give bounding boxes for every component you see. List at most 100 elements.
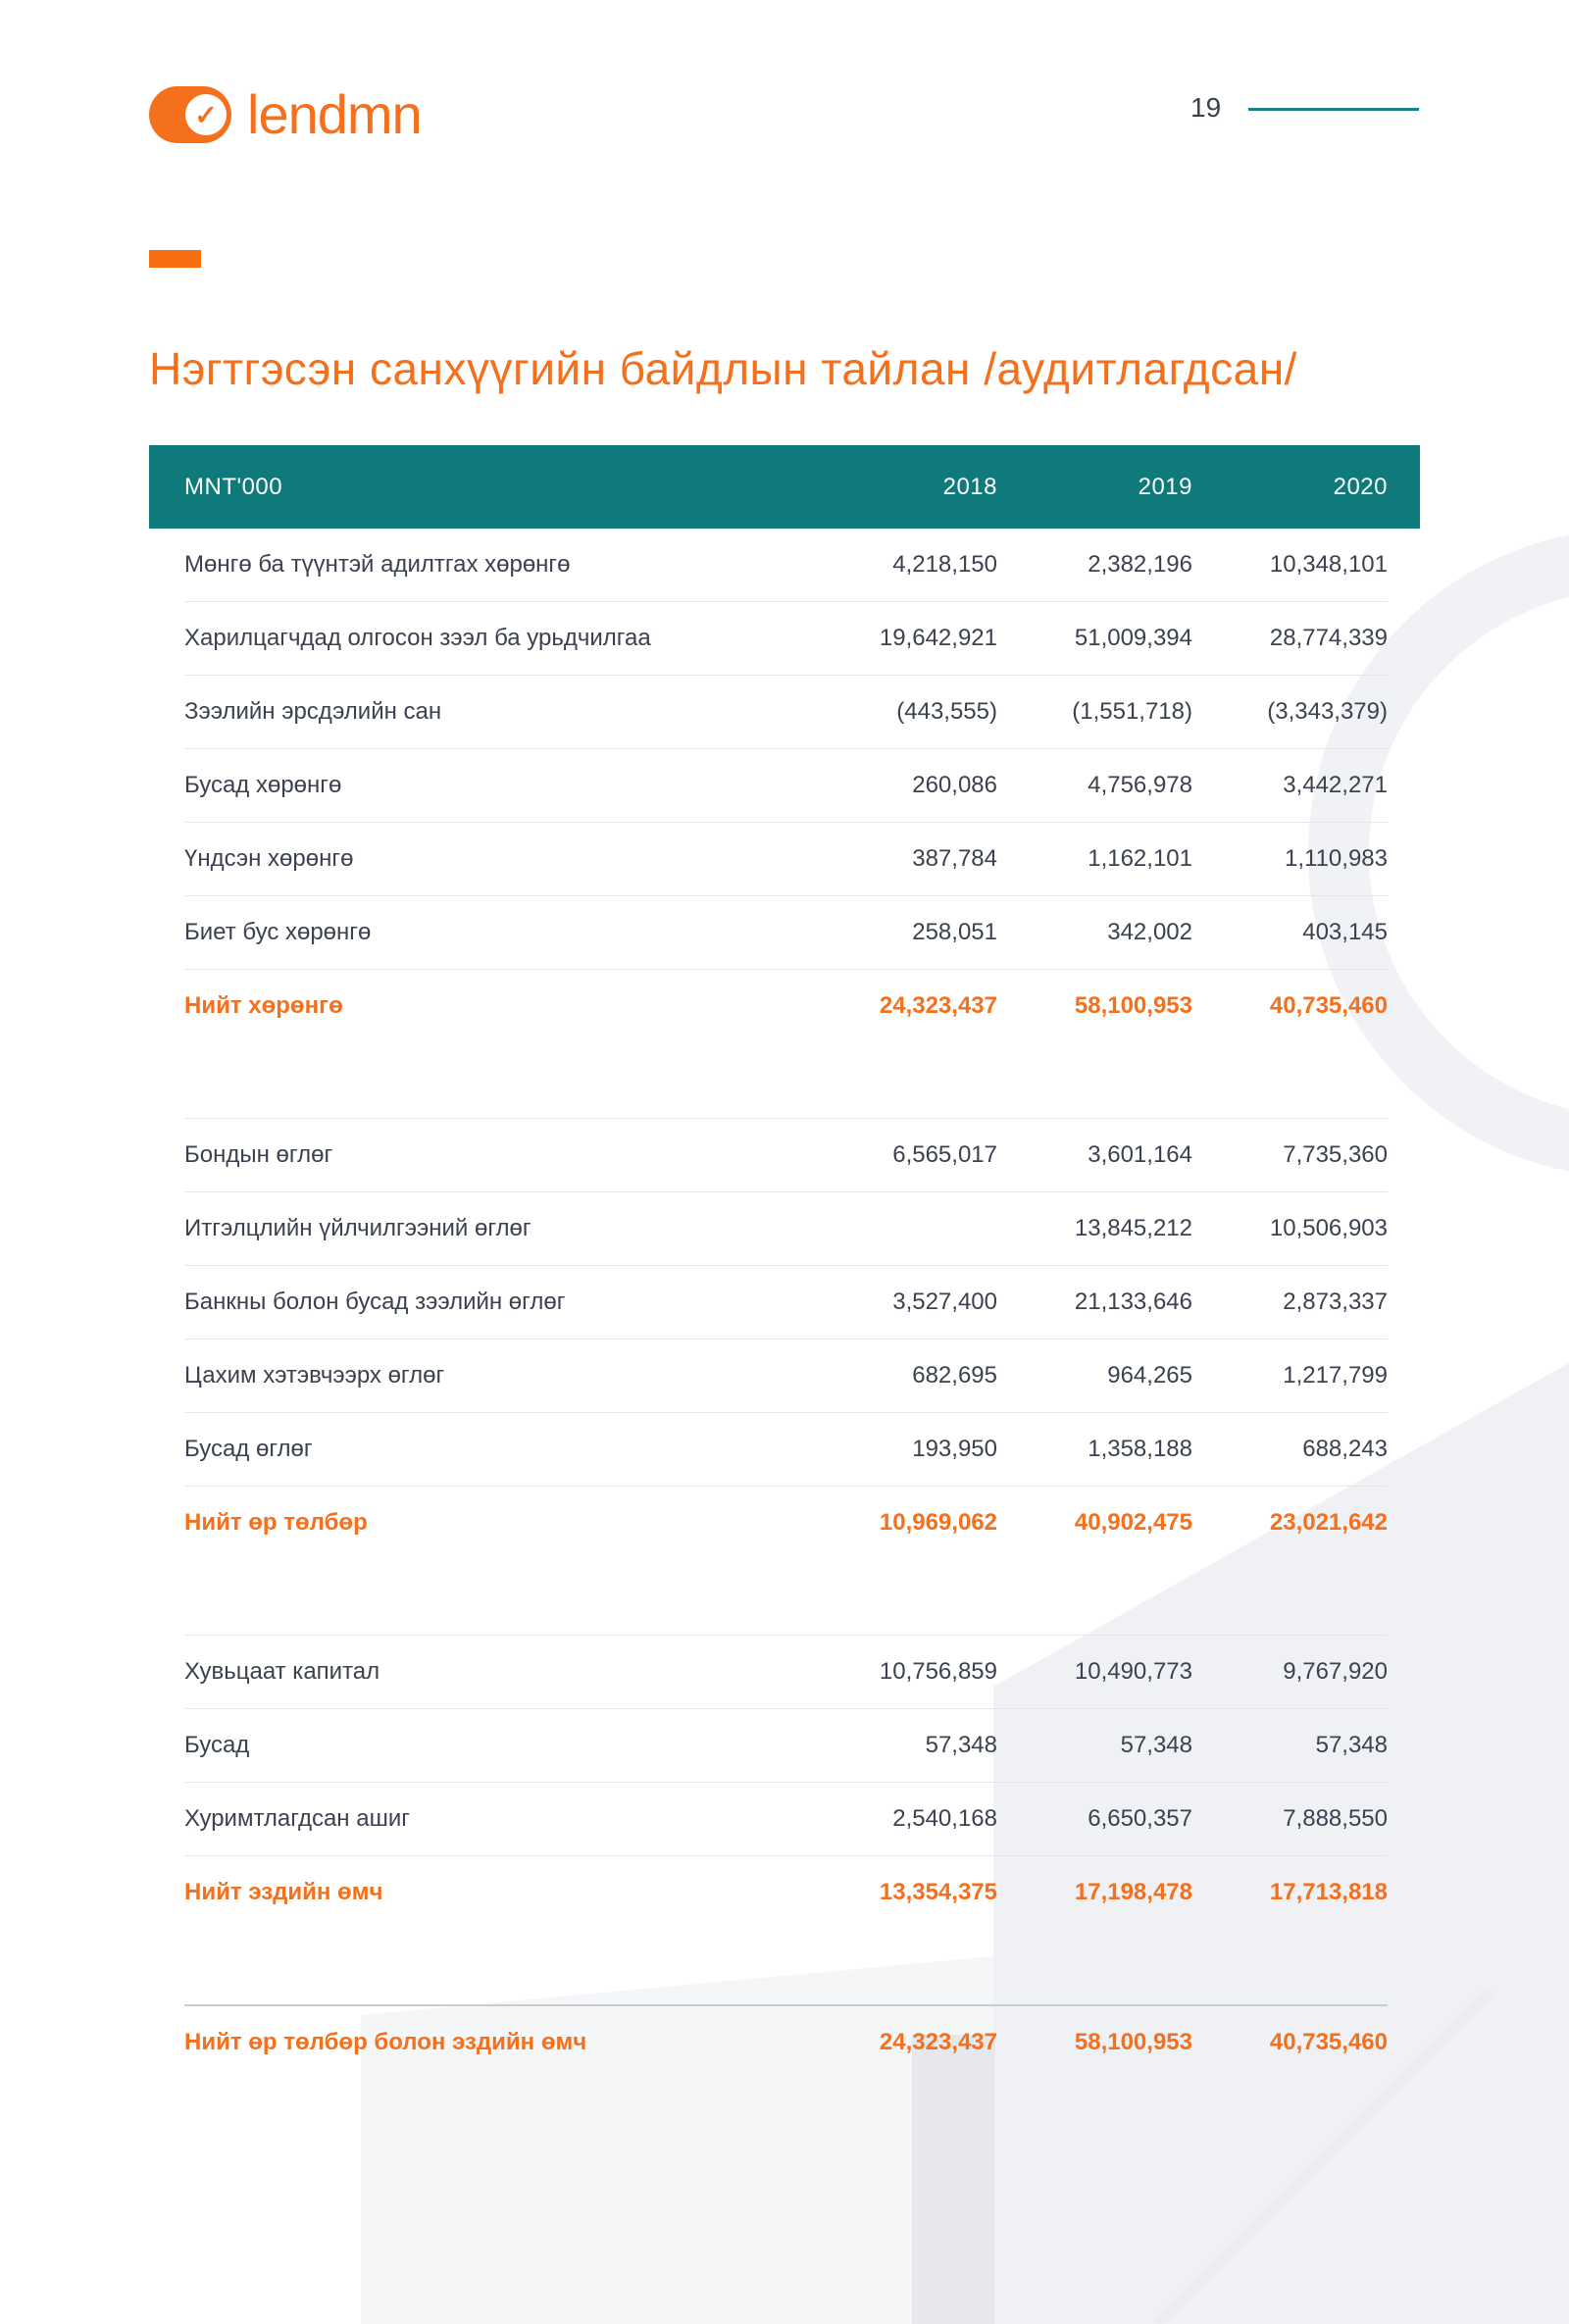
- table-row: Үндсэн хөрөнгө 387,784 1,162,101 1,110,9…: [184, 823, 1388, 896]
- table-row: Итгэлцлийн үйлчилгээний өглөг 13,845,212…: [184, 1192, 1388, 1266]
- row-value-2020: 10,348,101: [1269, 551, 1388, 578]
- table-row: Зээлийн эрсдэлийн сан (443,555) (1,551,7…: [184, 676, 1388, 749]
- table-row: Бусад хөрөнгө 260,086 4,756,978 3,442,27…: [184, 749, 1388, 823]
- year-column-2019: 2019: [1138, 473, 1192, 500]
- total-label: Нийт хөрөнгө: [184, 992, 343, 1019]
- row-value-2019: 1,162,101: [1088, 845, 1192, 872]
- row-value-2019: 57,348: [1120, 1732, 1192, 1758]
- total-value-2020: 17,713,818: [1269, 1879, 1388, 1905]
- total-value-2019: 17,198,478: [1074, 1879, 1192, 1905]
- total-label: Нийт эздийн өмч: [184, 1879, 383, 1905]
- row-value-2018: 260,086: [912, 772, 997, 798]
- row-label: Банкны болон бусад зээлийн өглөг: [184, 1288, 566, 1315]
- row-value-2020: 1,217,799: [1283, 1362, 1388, 1389]
- table-row: Банкны болон бусад зээлийн өглөг 3,527,4…: [184, 1266, 1388, 1339]
- row-value-2018: 6,565,017: [892, 1141, 997, 1168]
- check-icon: ✓: [185, 94, 227, 135]
- row-value-2018: 19,642,921: [879, 625, 997, 651]
- row-label: Хувьцаат капитал: [184, 1658, 380, 1685]
- row-value-2020: 7,735,360: [1283, 1141, 1388, 1168]
- total-value-2018: 13,354,375: [879, 1879, 997, 1905]
- table-row: Хуримтлагдсан ашиг 2,540,168 6,650,357 7…: [184, 1783, 1388, 1856]
- table-row: Бондын өглөг 6,565,017 3,601,164 7,735,3…: [184, 1118, 1388, 1192]
- row-label: Бусад хөрөнгө: [184, 772, 342, 798]
- financial-position-table: MNT'000 2018 2019 2020 Мөнгө ба түүнтэй …: [149, 445, 1420, 2079]
- row-value-2019: (1,551,718): [1072, 698, 1192, 725]
- total-value-2020: 23,021,642: [1269, 1509, 1388, 1536]
- section-gap: [149, 1929, 1420, 2004]
- row-value-2019: 4,756,978: [1088, 772, 1192, 798]
- year-column-2020: 2020: [1333, 473, 1388, 500]
- row-label: Итгэлцлийн үйлчилгээний өглөг: [184, 1215, 531, 1241]
- row-value-2019: 6,650,357: [1088, 1805, 1192, 1832]
- section-gap: [149, 1559, 1420, 1635]
- row-label: Бондын өглөг: [184, 1141, 333, 1168]
- table-row: Мөнгө ба түүнтэй адилтгах хөрөнгө 4,218,…: [184, 529, 1388, 602]
- row-value-2018: 2,540,168: [892, 1805, 997, 1832]
- table-row: Бусад өглөг 193,950 1,358,188 688,243: [184, 1413, 1388, 1487]
- row-label: Бусад өглөг: [184, 1436, 313, 1462]
- row-value-2019: 1,358,188: [1088, 1436, 1192, 1462]
- row-label: Зээлийн эрсдэлийн сан: [184, 698, 442, 725]
- row-value-2020: 10,506,903: [1269, 1215, 1388, 1241]
- row-value-2019: 342,002: [1107, 919, 1192, 945]
- row-value-2018: 57,348: [925, 1732, 997, 1758]
- total-row-assets: Нийт хөрөнгө 24,323,437 58,100,953 40,73…: [184, 970, 1388, 1042]
- grand-total-value-2019: 58,100,953: [1074, 2029, 1192, 2055]
- row-value-2020: (3,343,379): [1267, 698, 1388, 725]
- logo-wordmark: lendmn: [247, 83, 423, 145]
- row-value-2018: 387,784: [912, 845, 997, 872]
- unit-label: MNT'000: [184, 473, 283, 500]
- total-value-2020: 40,735,460: [1269, 992, 1388, 1019]
- table-row: Цахим хэтэвчээрх өглөг 682,695 964,265 1…: [184, 1339, 1388, 1413]
- row-value-2020: 2,873,337: [1283, 1288, 1388, 1315]
- year-column-2018: 2018: [942, 473, 997, 500]
- row-label: Үндсэн хөрөнгө: [184, 845, 354, 872]
- section-assets: Мөнгө ба түүнтэй адилтгах хөрөнгө 4,218,…: [149, 529, 1420, 1042]
- row-value-2020: 688,243: [1302, 1436, 1388, 1462]
- grand-total-row: Нийт өр төлбөр болон эздийн өмч 24,323,4…: [184, 2004, 1388, 2079]
- row-value-2018: 258,051: [912, 919, 997, 945]
- row-value-2019: 2,382,196: [1088, 551, 1192, 578]
- page-title: Нэгтгэсэн санхүүгийн байдлын тайлан /ауд…: [149, 342, 1297, 394]
- total-value-2018: 10,969,062: [879, 1509, 997, 1536]
- grand-total-value-2018: 24,323,437: [879, 2029, 997, 2055]
- row-label: Цахим хэтэвчээрх өглөг: [184, 1362, 445, 1389]
- row-label: Мөнгө ба түүнтэй адилтгах хөрөнгө: [184, 551, 571, 578]
- total-row-liabilities: Нийт өр төлбөр 10,969,062 40,902,475 23,…: [184, 1487, 1388, 1559]
- row-value-2018: 193,950: [912, 1436, 997, 1462]
- row-value-2018: 3,527,400: [892, 1288, 997, 1315]
- row-label: Биет бус хөрөнгө: [184, 919, 372, 945]
- total-value-2018: 24,323,437: [879, 992, 997, 1019]
- section-equity: Хувьцаат капитал 10,756,859 10,490,773 9…: [149, 1635, 1420, 1929]
- row-value-2018: 10,756,859: [879, 1658, 997, 1685]
- logo-pill: ✓: [149, 86, 231, 143]
- row-label: Харилцагчдад олгосон зээл ба урьдчилгаа: [184, 625, 651, 651]
- table-row: Бусад 57,348 57,348 57,348: [184, 1709, 1388, 1783]
- table-header: MNT'000 2018 2019 2020: [149, 445, 1420, 529]
- table-row: Харилцагчдад олгосон зээл ба урьдчилгаа …: [184, 602, 1388, 676]
- row-value-2018: 682,695: [912, 1362, 997, 1389]
- lendmn-logo: ✓ lendmn: [149, 83, 423, 145]
- row-value-2020: 28,774,339: [1269, 625, 1388, 651]
- row-value-2018: 4,218,150: [892, 551, 997, 578]
- grand-total-label: Нийт өр төлбөр болон эздийн өмч: [184, 2029, 587, 2055]
- row-value-2019: 3,601,164: [1088, 1141, 1192, 1168]
- grand-total-value-2020: 40,735,460: [1269, 2029, 1388, 2055]
- total-row-equity: Нийт эздийн өмч 13,354,375 17,198,478 17…: [184, 1856, 1388, 1929]
- row-value-2019: 51,009,394: [1074, 625, 1192, 651]
- row-value-2019: 13,845,212: [1074, 1215, 1192, 1241]
- row-label: Бусад: [184, 1732, 250, 1758]
- row-value-2018: (443,555): [896, 698, 997, 725]
- section-gap: [149, 1042, 1420, 1118]
- row-value-2020: 1,110,983: [1285, 845, 1388, 872]
- page-number: 19: [1190, 92, 1222, 123]
- table-row: Хувьцаат капитал 10,756,859 10,490,773 9…: [184, 1635, 1388, 1709]
- row-value-2020: 3,442,271: [1283, 772, 1388, 798]
- row-value-2019: 21,133,646: [1074, 1288, 1192, 1315]
- section-marker: [149, 250, 201, 268]
- row-value-2020: 7,888,550: [1283, 1805, 1388, 1832]
- row-value-2020: 9,767,920: [1283, 1658, 1388, 1685]
- section-liabilities: Бондын өглөг 6,565,017 3,601,164 7,735,3…: [149, 1118, 1420, 1559]
